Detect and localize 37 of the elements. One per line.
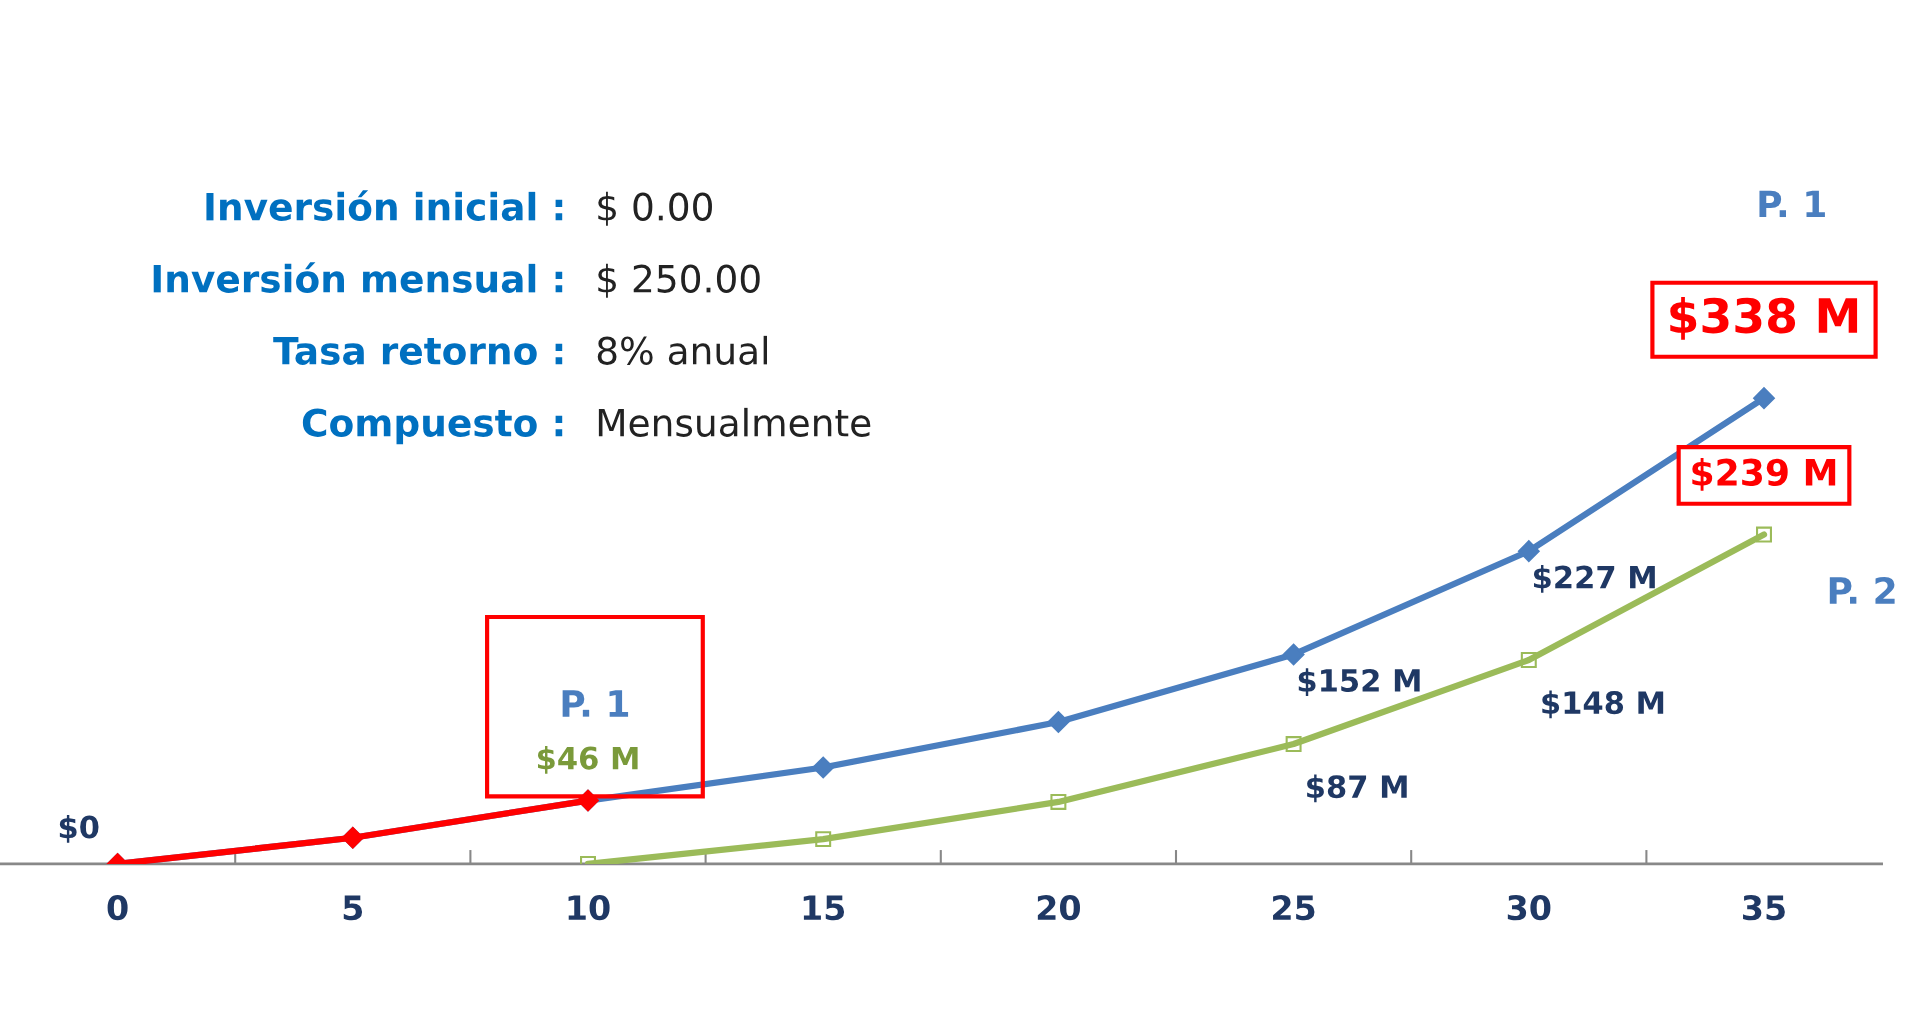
data-label: $338 M [1670, 296, 1858, 340]
text: Inversión inicial : [206, 190, 563, 221]
data-label: $227 M [1533, 565, 1655, 593]
point [1520, 652, 1537, 668]
point [812, 756, 835, 779]
text: $ 250.00 [598, 263, 760, 298]
point [815, 831, 832, 848]
point [1047, 711, 1070, 733]
x-tick-label: 20 [1037, 895, 1080, 921]
data-label: $46 M [537, 745, 638, 774]
point [1517, 540, 1540, 562]
text: P. 1 [1759, 190, 1825, 218]
x-tick-label: 25 [1273, 895, 1315, 921]
text: P. 1 [562, 690, 629, 717]
annotation: Mensualmente [598, 407, 871, 437]
point [1756, 526, 1772, 543]
series-label: P. 2 [1829, 576, 1895, 604]
point [1282, 643, 1305, 666]
x-tick-label: 30 [1507, 895, 1551, 921]
text: Tasa retorno : [273, 337, 563, 365]
x-tick-label: 35 [1743, 895, 1785, 921]
x-tick-label: 15 [803, 895, 845, 921]
text: Inversión mensual : [153, 262, 563, 293]
point [1753, 387, 1775, 410]
data-label: $148 M [1542, 690, 1664, 719]
data-label: $152 M [1298, 668, 1420, 697]
point [1285, 736, 1302, 753]
text: $ 0.00 [598, 191, 712, 226]
x-tick-label: 10 [568, 895, 610, 921]
data-label: $87 M [1307, 774, 1407, 803]
data-label: $239 M [1692, 457, 1836, 491]
data-label: $0 [59, 814, 99, 843]
x-tick-label: 0 [107, 895, 128, 921]
point [1050, 793, 1067, 810]
annotation: Compuesto : [302, 408, 563, 445]
x-tick-label: 5 [343, 895, 363, 921]
text: 8% anual [597, 335, 768, 365]
